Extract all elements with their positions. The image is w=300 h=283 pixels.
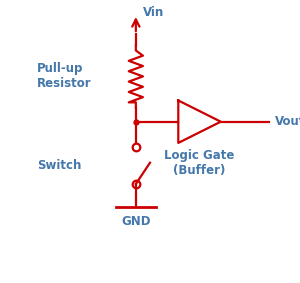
Text: Logic Gate
(Buffer): Logic Gate (Buffer) — [164, 149, 235, 177]
Text: Vin: Vin — [143, 6, 164, 19]
Text: Vout: Vout — [274, 115, 300, 128]
Text: GND: GND — [121, 215, 151, 228]
Text: Switch: Switch — [37, 159, 81, 172]
Text: Pull-up
Resistor: Pull-up Resistor — [37, 63, 92, 90]
